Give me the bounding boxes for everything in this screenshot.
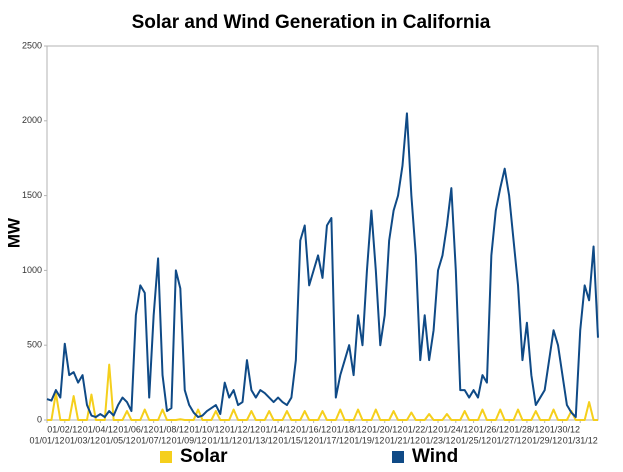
legend-label: Wind [412,446,458,467]
legend-swatch [392,451,404,463]
plot-frame [46,45,599,421]
x-tick-label: 01/22/12 [403,424,438,434]
y-tick-label: 2000 [22,115,42,125]
y-tick-label: 500 [27,340,42,350]
x-tick-label: 01/07/12 [136,435,171,445]
x-tick-label: 01/12/12 [225,424,260,434]
x-tick-label: 01/02/12 [47,424,82,434]
x-tick-label: 01/13/12 [243,435,278,445]
chart-title: Solar and Wind Generation in California [132,12,491,33]
x-tick-label: 01/30/12 [545,424,580,434]
x-tick-label: 01/03/12 [65,435,100,445]
x-tick-label: 01/19/12 [349,435,384,445]
y-tick-label: 1500 [22,190,42,200]
x-tick-label: 01/18/12 [332,424,367,434]
series-line [47,363,598,421]
x-tick-label: 01/09/12 [172,435,207,445]
y-axis-label: MW [4,217,23,248]
x-tick-label: 01/29/12 [527,435,562,445]
legend-label: Solar [180,446,228,467]
y-tick-label: 0 [37,414,42,424]
x-tick-label: 01/05/12 [101,435,136,445]
x-tick-label: 01/16/12 [296,424,331,434]
legend-swatch [160,451,172,463]
x-tick-label: 01/24/12 [438,424,473,434]
x-tick-label: 01/31/12 [563,435,598,445]
x-tick-label: 01/08/12 [154,424,189,434]
x-tick-label: 01/06/12 [118,424,153,434]
x-tick-label: 01/26/12 [474,424,509,434]
x-tick-label: 01/11/12 [208,435,242,445]
x-tick-label: 01/20/12 [367,424,402,434]
x-tick-label: 01/14/12 [261,424,296,434]
x-tick-label: 01/17/12 [314,435,349,445]
series-line [46,112,599,419]
x-tick-label: 01/27/12 [492,435,527,445]
x-tick-label: 01/25/12 [456,435,491,445]
x-tick-label: 01/21/12 [385,435,420,445]
x-tick-label: 01/10/12 [189,424,224,434]
x-tick-label: 01/04/12 [83,424,118,434]
y-tick-label: 1000 [22,265,42,275]
x-tick-label: 01/23/12 [421,435,456,445]
x-tick-label: 01/28/12 [509,424,544,434]
x-tick-label: 01/01/12 [29,435,64,445]
x-tick-label: 01/15/12 [278,435,313,445]
y-tick-label: 2500 [22,40,42,50]
